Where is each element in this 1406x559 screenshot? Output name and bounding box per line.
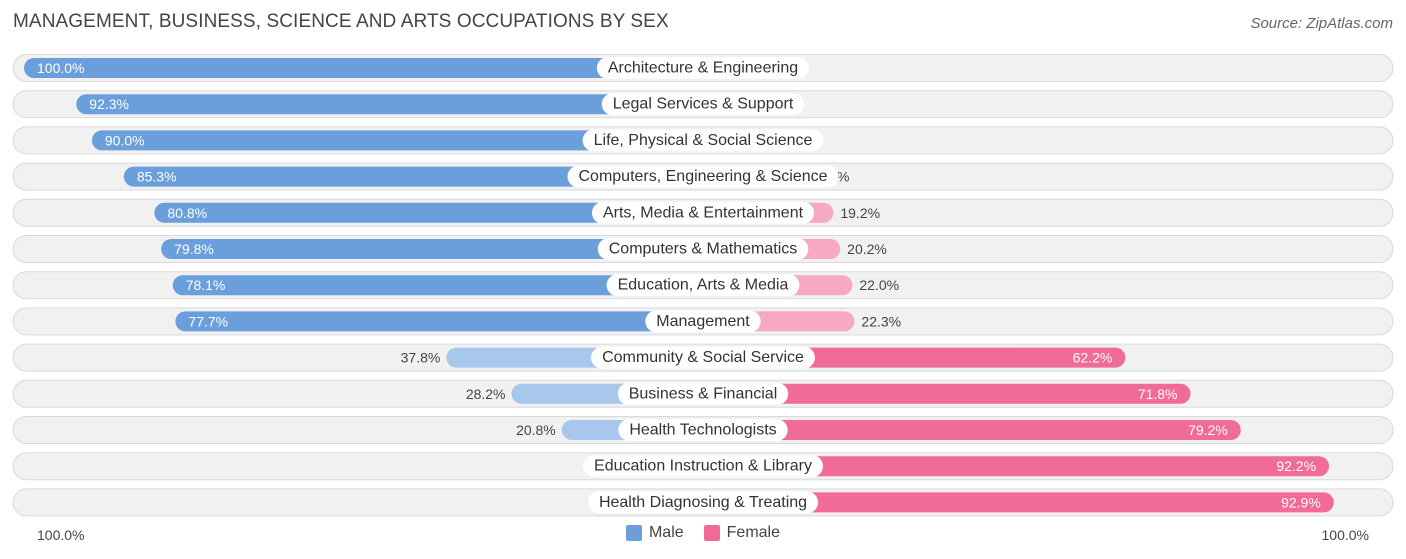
bar-female: [703, 456, 1330, 477]
category-pill: [618, 419, 788, 441]
value-label-male: 20.8%: [516, 422, 556, 438]
bar-male: [154, 202, 704, 223]
value-label-female: 62.2%: [1073, 350, 1113, 366]
legend-swatch-male: [625, 525, 642, 541]
value-label-female: 20.2%: [847, 241, 887, 257]
category-label: Computers, Engineering & Science: [578, 168, 827, 185]
row-1: 92.3%7.7%Legal Services & Support: [12, 90, 1394, 119]
category-label: Community & Social Service: [602, 349, 804, 366]
row-0: 100.0%0.0%Architecture & Engineering: [12, 54, 1394, 82]
category-label: Health Diagnosing & Treating: [599, 494, 807, 511]
value-label-female: 22.0%: [859, 277, 899, 293]
row-6: 78.1% 22.0% Education, Arts & Media: [12, 271, 1394, 300]
bar-male: [91, 130, 703, 151]
bar-male: [172, 275, 704, 296]
category-pill: [587, 491, 819, 514]
category-pill: [617, 382, 789, 405]
category-pill: [591, 201, 815, 224]
category-pill: [583, 455, 823, 478]
value-label-female: 19.2%: [840, 205, 880, 221]
chart-title: MANAGEMENT, BUSINESS, SCIENCE AND ARTS O…: [13, 11, 669, 32]
category-label: Computers & Mathematics: [609, 241, 798, 258]
row-3: 85.3%14.7%Computers, Engineering & Scien…: [12, 162, 1394, 191]
value-label-male: 37.8%: [401, 350, 441, 366]
value-label-female: 92.2%: [1276, 458, 1316, 474]
category-pill: [591, 346, 815, 369]
row-9: 28.2% 71.8% Business & Financial: [12, 379, 1394, 408]
category-pill: [582, 129, 824, 152]
category-pill: [567, 165, 839, 188]
category-label: Management: [656, 313, 750, 330]
row-12: 7.1%92.9%Health Diagnosing & Treating: [12, 488, 1394, 517]
bar-male: [123, 166, 704, 187]
value-label-female: 22.3%: [861, 313, 901, 329]
bar-female: [703, 383, 1191, 404]
category-label: Education, Arts & Media: [618, 277, 789, 294]
value-label-male: 90.0%: [105, 132, 145, 148]
axis-left-label: 100.0%: [37, 527, 85, 543]
bar-male: [161, 239, 703, 259]
row-5: 79.8% 20.2% Computers & Mathematics: [12, 235, 1394, 263]
row-11: 7.8%92.2%Education Instruction & Library: [12, 452, 1394, 481]
bar-female: [703, 492, 1334, 513]
legend-label-female: Female: [726, 524, 781, 541]
row-7: 77.7% 22.3% Management: [12, 307, 1394, 336]
legend-item-male: Male: [625, 524, 684, 542]
value-label-female: 79.2%: [1188, 422, 1228, 438]
category-pill: [601, 93, 805, 116]
bar-male: [175, 311, 704, 332]
category-pill: [597, 238, 809, 260]
bar-female: [703, 420, 1241, 440]
value-label-male: 85.3%: [137, 169, 177, 185]
category-pill: [606, 274, 800, 297]
legend-item-female: Female: [703, 524, 781, 542]
bar-male: [24, 58, 703, 78]
category-pill: [645, 310, 761, 333]
category-label: Business & Financial: [629, 385, 778, 402]
value-label-male: 28.2%: [466, 386, 506, 402]
row-4: 80.8% 19.2% Arts, Media & Entertainment: [12, 198, 1394, 227]
bar-male: [76, 94, 703, 115]
value-label-male: 79.8%: [174, 241, 214, 257]
category-label: Health Technologists: [629, 422, 776, 439]
category-label: Arts, Media & Entertainment: [603, 204, 804, 221]
axis-right-label: 100.0%: [1321, 527, 1369, 543]
legend-label-male: Male: [648, 524, 684, 541]
value-label-male: 77.7%: [188, 313, 228, 329]
legend-swatch-female: [703, 525, 720, 541]
row-8: 37.8% 62.2% Community & Social Service: [12, 343, 1394, 372]
row-10: 20.8% 79.2% Health Technologists: [12, 416, 1394, 444]
category-label: Life, Physical & Social Science: [594, 132, 813, 149]
value-label-male: 80.8%: [167, 205, 207, 221]
category-label: Education Instruction & Library: [594, 458, 812, 475]
category-pill: [596, 57, 810, 79]
source-note: Source: ZipAtlas.com: [1250, 15, 1393, 32]
category-label: Legal Services & Support: [613, 96, 794, 113]
legend: Male Female: [0, 524, 1406, 542]
category-label: Architecture & Engineering: [608, 60, 798, 77]
value-label-male: 100.0%: [37, 60, 84, 76]
value-label-female: 71.8%: [1138, 386, 1178, 402]
row-2: 90.0%10.0%Life, Physical & Social Scienc…: [12, 126, 1394, 155]
chart-canvas: 100.0%0.0%Architecture & Engineering 92.3…: [12, 54, 1394, 517]
value-label-female: 92.9%: [1281, 494, 1321, 510]
value-label-male: 78.1%: [186, 277, 226, 293]
value-label-male: 92.3%: [89, 96, 129, 112]
